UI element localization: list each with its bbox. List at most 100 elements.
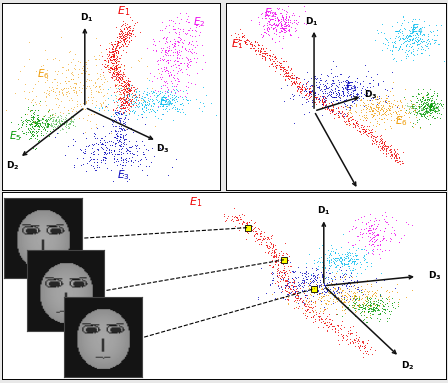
Point: [271, 53, 279, 59]
Point: [172, 103, 179, 110]
Point: [427, 29, 435, 35]
Point: [344, 84, 351, 90]
Point: [2, 107, 9, 113]
Point: [254, 39, 261, 45]
Point: [171, 36, 178, 42]
Point: [317, 282, 324, 288]
Point: [352, 241, 359, 247]
Point: [122, 104, 129, 110]
Point: [332, 286, 339, 292]
Point: [34, 122, 42, 128]
Point: [60, 104, 67, 110]
Point: [296, 283, 303, 290]
Point: [93, 146, 100, 152]
Point: [386, 110, 393, 116]
Point: [278, 274, 285, 280]
Point: [315, 98, 322, 105]
Point: [161, 68, 168, 74]
Point: [30, 118, 37, 124]
Point: [376, 310, 383, 316]
Point: [276, 29, 283, 35]
Point: [119, 90, 126, 96]
Point: [101, 97, 108, 103]
Point: [311, 318, 318, 324]
Point: [142, 105, 150, 111]
Point: [130, 100, 138, 106]
Point: [264, 52, 271, 58]
Point: [87, 118, 94, 124]
Point: [286, 285, 293, 291]
Point: [125, 158, 132, 164]
Point: [109, 119, 116, 125]
Point: [351, 292, 358, 298]
Point: [418, 107, 425, 113]
Point: [116, 124, 123, 131]
Point: [413, 30, 420, 36]
Point: [420, 38, 427, 44]
Point: [114, 58, 121, 64]
Point: [277, 288, 284, 295]
Point: [345, 263, 352, 269]
Point: [425, 40, 432, 46]
Point: [345, 118, 352, 124]
Point: [361, 345, 368, 351]
Point: [34, 114, 42, 120]
Point: [272, 257, 279, 263]
Point: [352, 117, 359, 123]
Point: [374, 223, 381, 229]
Point: [123, 88, 130, 94]
Point: [367, 74, 375, 80]
Point: [108, 60, 115, 66]
Point: [376, 99, 383, 105]
Point: [338, 297, 345, 303]
Point: [385, 293, 392, 299]
Point: [284, 67, 291, 73]
Point: [322, 83, 329, 89]
Point: [117, 33, 124, 39]
Point: [328, 106, 335, 113]
Point: [380, 306, 387, 312]
Point: [358, 337, 366, 344]
Point: [185, 72, 193, 78]
Point: [356, 343, 363, 349]
Point: [112, 85, 120, 91]
Point: [373, 304, 380, 310]
Point: [353, 95, 360, 101]
Point: [422, 99, 430, 105]
Point: [142, 98, 149, 105]
Point: [348, 84, 355, 90]
Point: [334, 281, 341, 287]
Point: [17, 134, 24, 140]
Point: [382, 224, 389, 231]
Point: [422, 108, 429, 114]
Point: [306, 94, 314, 100]
Point: [34, 122, 42, 128]
Point: [34, 120, 41, 126]
Point: [90, 111, 98, 118]
Point: [415, 103, 422, 110]
Point: [180, 28, 187, 34]
Point: [55, 124, 62, 131]
Point: [401, 25, 408, 31]
Point: [263, 52, 271, 58]
Point: [364, 297, 371, 303]
Point: [363, 296, 370, 303]
Point: [373, 71, 380, 77]
Point: [422, 108, 430, 114]
Point: [402, 38, 409, 44]
Point: [259, 32, 266, 38]
Point: [91, 83, 99, 90]
Point: [300, 20, 307, 26]
Point: [340, 100, 347, 106]
Point: [115, 137, 122, 143]
Point: [284, 291, 291, 298]
Point: [439, 105, 446, 111]
Point: [349, 297, 356, 303]
Point: [369, 133, 376, 139]
Point: [345, 252, 352, 258]
Point: [362, 92, 369, 98]
Point: [186, 97, 193, 103]
Point: [344, 290, 351, 296]
Point: [393, 151, 401, 157]
Point: [291, 92, 298, 98]
